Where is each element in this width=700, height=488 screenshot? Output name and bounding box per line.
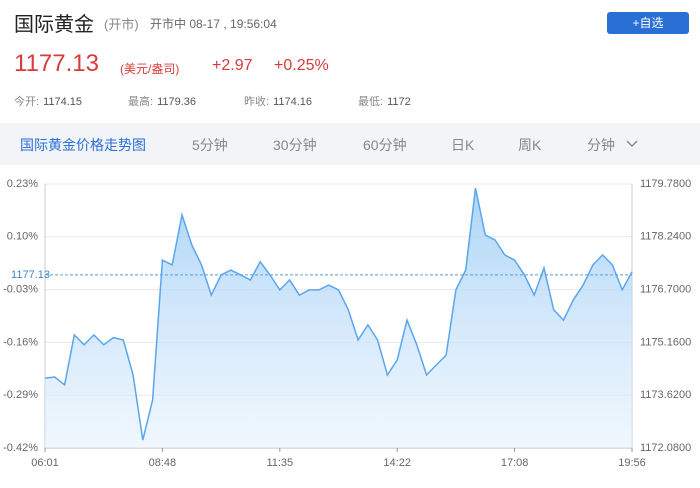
title: 国际黄金 [14,14,94,36]
dropdown-chevron[interactable] [626,139,638,149]
stat: 最低: 1172 [358,96,411,108]
y-tick-label: -0.03% [3,284,38,296]
tab[interactable]: 国际黄金价格走势图 [20,137,146,153]
add-watchlist-button[interactable]: +自选 [607,12,689,34]
area-fill [45,188,632,448]
y-tick-label: -0.16% [3,336,38,348]
session-time: 开市中 08-17 , 19:56:04 [150,17,277,31]
price-line [44,187,633,441]
tab[interactable]: 日K [451,137,475,153]
stat: 今开: 1174.15 [14,96,83,108]
tab[interactable]: 周K [518,137,542,153]
x-tick-label: 11:35 [266,457,293,469]
change: +2.97 [212,57,253,74]
stat: 昨收: 1174.16 [244,96,313,108]
y-tick-label: -0.29% [3,389,38,401]
change-percent: +0.25% [274,57,329,74]
tab[interactable]: 60分钟 [363,137,407,153]
stat-value: 1172 [387,96,411,108]
y2-tick-label: 1178.2400 [640,231,691,243]
market-status: (开市) [104,17,139,32]
tab[interactable]: 分钟 [587,137,615,153]
stat-value: 1174.16 [273,96,313,108]
y2-tick-label: 1175.1600 [640,336,691,348]
stat: 最高: 1179.36 [128,96,197,108]
tab[interactable]: 5分钟 [192,137,228,153]
x-tick-label: 19:56 [618,457,646,469]
y2-tick-label: 1179.7800 [640,178,691,190]
x-tick-label: 17:08 [501,457,529,469]
x-tick-label: 14:22 [383,457,411,469]
y2-tick-label: 1173.6200 [640,389,691,401]
y-tick-label: 0.10% [7,231,38,243]
tab-bar [0,123,700,165]
y-tick-label: 0.23% [7,178,38,190]
price-unit: (美元/盎司) [120,62,180,76]
y2-tick-label: 1176.7000 [640,284,691,296]
y-tick-label: -0.42% [3,442,38,454]
y2-tick-label: 1172.0800 [640,442,691,454]
x-tick-label: 08:48 [149,457,177,469]
stat-value: 1179.36 [157,96,197,108]
tab[interactable]: 30分钟 [273,137,317,153]
reference-label: 1177.13 [11,269,50,281]
price: 1177.13 [14,50,99,77]
stat-value: 1174.15 [43,96,83,108]
x-tick-label: 06:01 [31,457,59,469]
